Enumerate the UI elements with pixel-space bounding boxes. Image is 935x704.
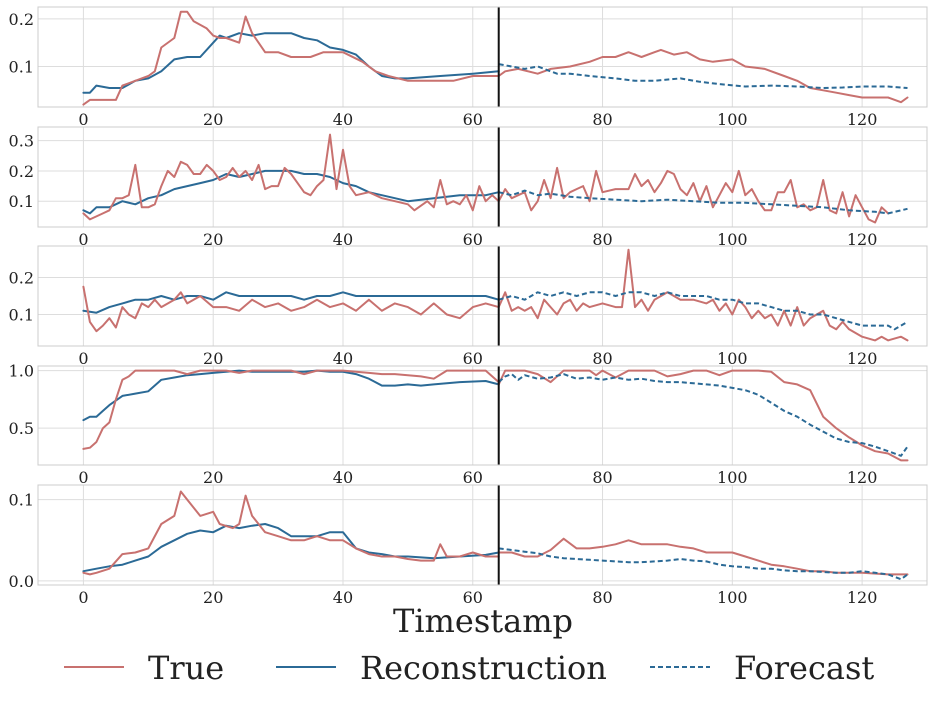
panel-4-x-tick-label: 80 [592, 468, 612, 487]
panel-3-true-future-line [497, 248, 909, 342]
panel-5-forecast-line [498, 547, 909, 581]
panel-4-y-tick-label: 1.0 [9, 362, 34, 381]
panel-5-frame [37, 484, 928, 586]
panel-2-frame [37, 126, 928, 228]
x-axis-label: Timestamp [393, 602, 573, 640]
panel-4-forecast-line [498, 373, 909, 457]
panel-4-x-tick-label: 120 [847, 468, 878, 487]
panel-5-x-tick-label: 0 [78, 588, 88, 607]
panel-3: 0 20 40 60 80 100 120 0.1 0.2 [9, 245, 928, 368]
panel-1-true-line [82, 10, 500, 106]
panel-1-frame [37, 6, 928, 108]
panel-2-x-tick-label: 80 [592, 230, 612, 249]
panel-5-y-tick-label: 0.1 [9, 491, 34, 510]
panel-2-x-tick-label: 120 [847, 230, 878, 249]
panel-1-y-tick-label: 0.2 [9, 10, 34, 29]
panel-4-x-tick-label: 100 [717, 468, 748, 487]
panel-4-reconstruction-line [82, 369, 500, 422]
panel-3-x-tick-label: 20 [203, 349, 223, 368]
panel-2-y-tick-label: 0.3 [9, 132, 34, 151]
panel-4-x-tick-label: 0 [78, 468, 88, 487]
panel-5-x-tick-label: 80 [592, 588, 612, 607]
panel-2-background [38, 127, 927, 227]
panel-3-y-tick-label: 0.2 [9, 268, 34, 287]
legend-true-label: True [148, 649, 224, 687]
panel-4-x-tick-label: 20 [203, 468, 223, 487]
panel-1-x-tick-label: 40 [333, 110, 353, 129]
panel-3-true-line [82, 285, 500, 333]
panel-3-x-tick-label: 40 [333, 349, 353, 368]
panel-3-forecast-line [498, 291, 908, 331]
panel-3-x-tick-label: 120 [847, 349, 878, 368]
panel-4: 0 20 40 60 80 100 120 0.5 1.0 [9, 362, 928, 487]
panel-4-frame [37, 365, 928, 466]
panel-1: 0 20 40 60 80 100 120 0.1 0.2 [9, 6, 928, 129]
panel-1-x-tick-label: 120 [847, 110, 878, 129]
panel-4-x-tick-label: 40 [333, 468, 353, 487]
panel-4-true-future-line [497, 369, 909, 462]
panel-2-x-tick-label: 60 [463, 230, 483, 249]
panel-1-forecast-line [498, 63, 908, 89]
legend-forecast-label: Forecast [734, 649, 874, 687]
panel-2-forecast-line [498, 189, 908, 215]
panel-4-x-tick-label: 60 [463, 468, 483, 487]
panel-2-x-tick-label: 0 [78, 230, 88, 249]
panel-4-background [38, 366, 927, 465]
panel-2-x-tick-label: 20 [203, 230, 223, 249]
panel-1-y-tick-label: 0.1 [9, 58, 34, 77]
panel-5-x-tick-label: 60 [463, 588, 483, 607]
panel-5-true-line [82, 490, 500, 576]
panel-4-true-line [82, 369, 500, 450]
panel-1-x-tick-label: 100 [717, 110, 748, 129]
panel-3-x-tick-label: 60 [463, 349, 483, 368]
panel-3-frame [37, 245, 928, 347]
panel-5-x-tick-label: 40 [333, 588, 353, 607]
legend: True Reconstruction Forecast [64, 649, 874, 687]
panel-1-background [38, 7, 927, 107]
panel-1-x-tick-label: 60 [463, 110, 483, 129]
panel-1-true-future-line [497, 48, 909, 104]
panel-1-x-tick-label: 20 [203, 110, 223, 129]
panel-3-x-tick-label: 0 [78, 349, 88, 368]
panel-3-x-tick-label: 100 [717, 349, 748, 368]
panel-2: 0 20 40 60 80 100 120 0.1 0.2 0.3 [9, 126, 928, 249]
panel-2-y-tick-label: 0.2 [9, 162, 34, 181]
panel-3-y-tick-label: 0.1 [9, 306, 34, 325]
panel-1-x-tick-label: 0 [78, 110, 88, 129]
panel-5-true-future-line [497, 537, 909, 576]
panel-5-x-tick-label: 20 [203, 588, 223, 607]
panel-2-reconstruction-line [82, 169, 500, 215]
panel-2-y-tick-label: 0.1 [9, 192, 34, 211]
panel-5-y-tick-label: 0.0 [9, 572, 34, 591]
panel-3-reconstruction-line [82, 291, 500, 314]
panel-1-x-tick-label: 80 [592, 110, 612, 129]
panel-5-x-tick-label: 120 [847, 588, 878, 607]
panel-2-x-tick-label: 40 [333, 230, 353, 249]
panel-4-y-tick-label: 0.5 [9, 419, 34, 438]
panel-2-x-tick-label: 100 [717, 230, 748, 249]
panel-5-x-tick-label: 100 [717, 588, 748, 607]
panel-2-true-line [82, 133, 500, 221]
panel-5: 0 20 40 60 80 100 120 0.0 0.1 [9, 484, 928, 607]
panel-3-x-tick-label: 80 [592, 349, 612, 368]
legend-reconstruction-label: Reconstruction [360, 649, 607, 687]
